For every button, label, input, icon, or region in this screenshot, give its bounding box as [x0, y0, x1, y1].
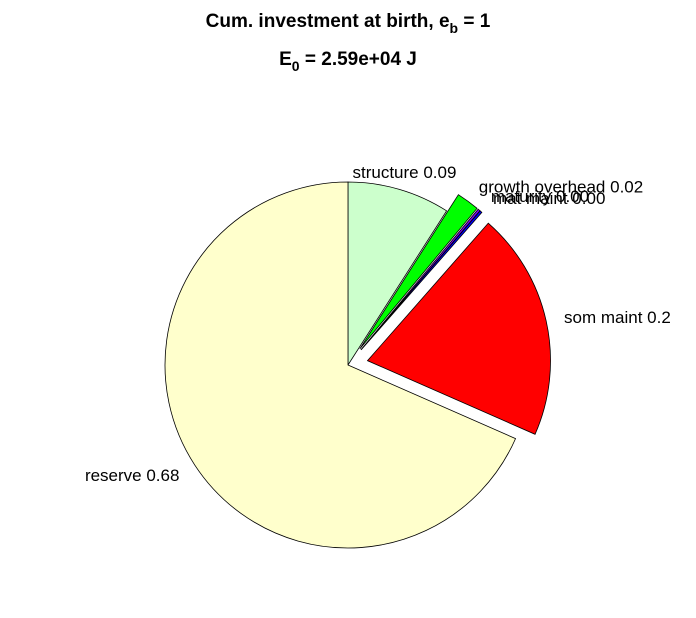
- slice-label: maturity 0.00: [491, 187, 589, 206]
- chart-title: Cum. investment at birth, eb = 1: [206, 11, 491, 36]
- chart-subtitle: E0 = 2.59e+04 J: [279, 49, 417, 74]
- slice-label: growth overhead 0.02: [479, 177, 643, 196]
- subtitle-part: E: [279, 49, 292, 70]
- slice-label: reserve 0.68: [85, 466, 180, 485]
- pie-slice: [347, 181, 448, 367]
- title-part: Cum. investment at birth, e: [206, 11, 450, 32]
- slice-label: mat maint 0.00: [493, 189, 605, 208]
- pie-slice: [164, 181, 517, 549]
- slice-label: som maint 0.2: [564, 308, 671, 327]
- pie-slice: [359, 194, 478, 350]
- subtitle-subscript: 0: [292, 58, 300, 74]
- pie-slice: [360, 210, 483, 351]
- pie-slice: [366, 222, 551, 435]
- title-part: = 1: [458, 11, 491, 32]
- subtitle-part: = 2.59e+04 J: [300, 49, 417, 70]
- slice-label: structure 0.09: [353, 163, 457, 182]
- title-subscript: b: [450, 20, 459, 36]
